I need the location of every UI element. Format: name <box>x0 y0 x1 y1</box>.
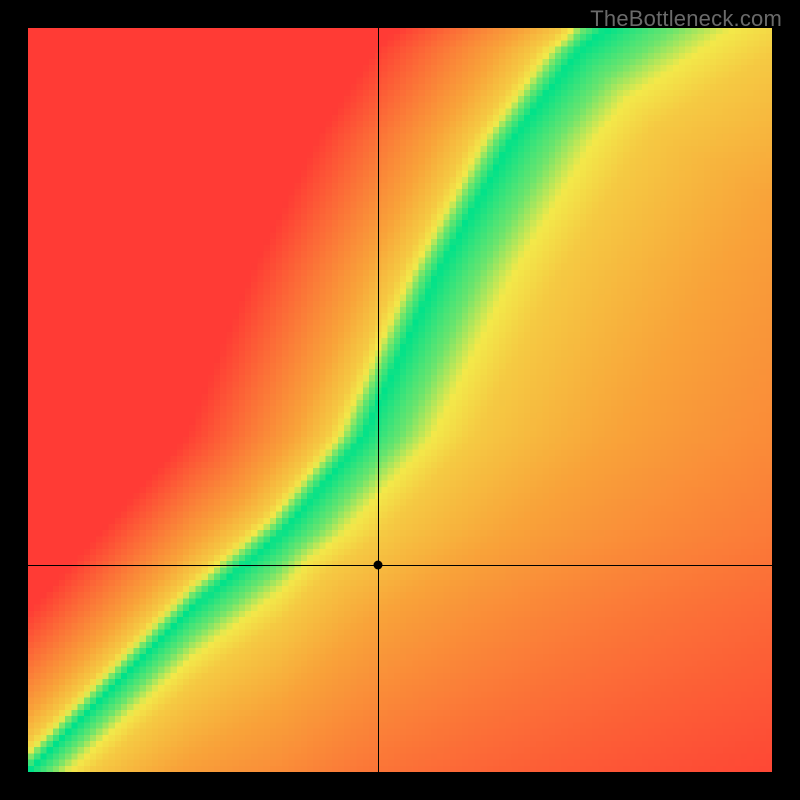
chart-root: TheBottleneck.com <box>0 0 800 800</box>
heatmap-canvas <box>28 28 772 772</box>
marker-dot <box>373 561 382 570</box>
plot-area <box>28 28 772 772</box>
crosshair-vertical <box>378 28 379 772</box>
crosshair-horizontal <box>28 565 772 566</box>
watermark-text: TheBottleneck.com <box>590 6 782 32</box>
